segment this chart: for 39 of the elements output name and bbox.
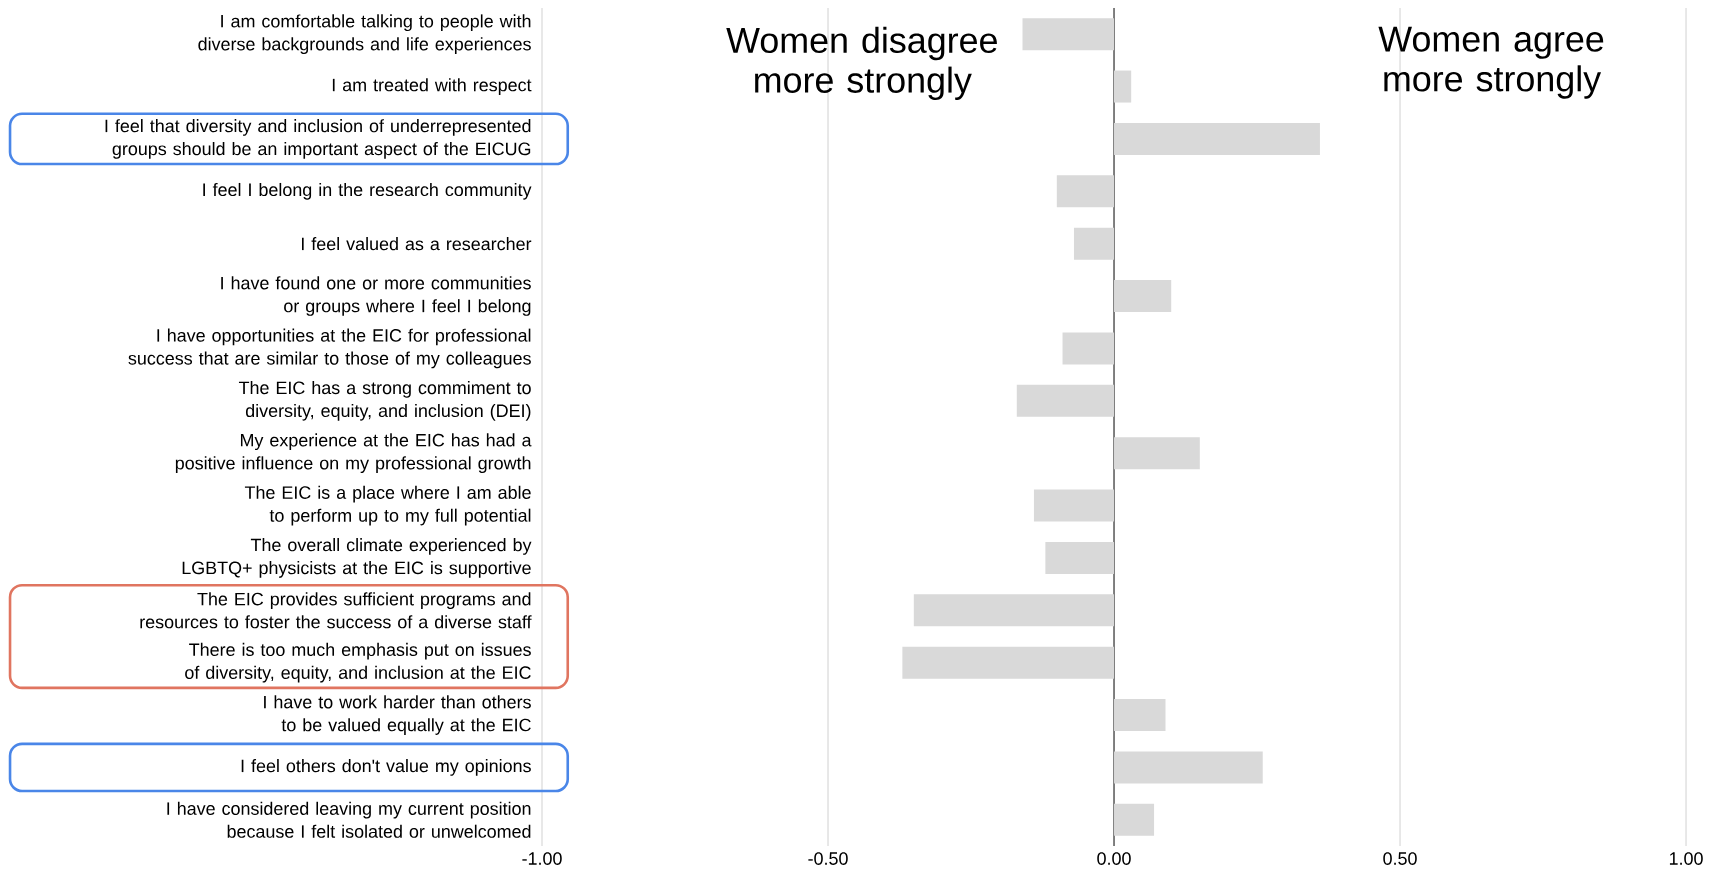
bar xyxy=(1114,122,1320,155)
y-tick-label: I have opportunities at the EIC for professional success that are similar to those of my colleagues xyxy=(128,328,531,369)
bar xyxy=(902,646,1115,679)
bar xyxy=(1114,803,1155,836)
bar xyxy=(1033,489,1115,522)
y-tick-label: I feel valued as a researcher xyxy=(301,237,532,251)
bar xyxy=(913,594,1115,627)
bar xyxy=(1114,751,1263,784)
x-tick-label: -1.00 xyxy=(522,852,562,865)
y-tick-label: I am comfortable talking to people with diverse backgrounds and life experiences xyxy=(198,14,531,54)
y-tick-label: There is too much emphasis put on issues of diversity, equity, and inclusion at the EIC xyxy=(185,642,531,683)
y-tick-label: I feel others don't value my opinions xyxy=(241,759,531,776)
y-tick-label: The EIC provides sufficient programs and resources to foster the success of a diverse staff xyxy=(140,592,532,629)
y-tick-label: I am treated with respect xyxy=(332,78,532,95)
bar xyxy=(1073,227,1115,260)
bar xyxy=(1056,175,1115,208)
y-tick-label: I have to work harder than others to be valued equally at the EIC xyxy=(264,695,531,735)
y-tick-label: My experience at the EIC has had a positive influence on my professional growth xyxy=(175,433,532,473)
x-tick-label: 0.50 xyxy=(1383,852,1417,865)
y-tick-label: I feel that diversity and inclusion of underrepresented groups should be an important aspect of the EICUG xyxy=(105,119,531,159)
y-tick-label: I have considered leaving my current position because I felt isolated or unwelcomed xyxy=(167,801,531,838)
x-tick-label: 1.00 xyxy=(1669,852,1703,865)
bar xyxy=(1016,384,1115,417)
bar xyxy=(1114,280,1172,313)
annotation: Women agree more strongly xyxy=(1378,26,1604,99)
y-tick-label: I feel I belong in the research community xyxy=(203,182,532,200)
bar xyxy=(1022,18,1115,51)
bar xyxy=(1045,541,1115,574)
y-tick-label: I have found one or more communities or groups where I feel I belong xyxy=(221,276,531,316)
bar xyxy=(1114,70,1132,103)
y-tick-label: The overall climate experienced by LGBTQ+ physicists at the EIC is supportive xyxy=(182,538,532,578)
x-tick-label: 0.00 xyxy=(1097,852,1131,865)
annotation: Women disagree more strongly xyxy=(726,26,997,101)
y-tick-label: The EIC has a strong commiment to diversity, equity, and inclusion (DEI) xyxy=(238,380,531,421)
bar xyxy=(1114,437,1200,470)
x-tick-label: -0.50 xyxy=(808,852,848,865)
bar xyxy=(1062,332,1115,365)
y-tick-label: The EIC is a place where I am able to perform up to my full potential xyxy=(244,485,531,526)
bar xyxy=(1114,699,1166,732)
